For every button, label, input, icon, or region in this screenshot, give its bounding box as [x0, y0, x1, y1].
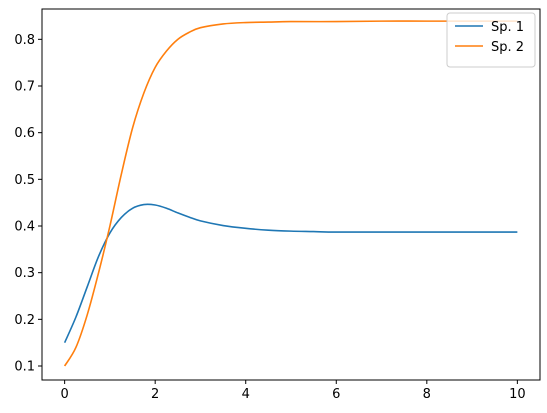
- y-tick-label: 0.8: [14, 33, 35, 48]
- y-tick-label: 0.6: [14, 126, 35, 141]
- x-tick-label: 2: [151, 387, 159, 402]
- x-tick-label: 6: [332, 387, 340, 402]
- y-tick-label: 0.7: [14, 80, 35, 95]
- y-tick-label: 0.4: [14, 220, 35, 235]
- x-tick-label: 10: [509, 387, 526, 402]
- y-tick-label: 0.1: [14, 360, 35, 375]
- series-line-2: [63, 20, 518, 367]
- x-tick-label: 8: [423, 387, 431, 402]
- x-tick-label: 4: [242, 387, 250, 402]
- y-tick-label: 0.5: [14, 173, 35, 188]
- plot-area: [42, 9, 540, 380]
- y-tick-label: 0.2: [14, 313, 35, 328]
- series-layer: [63, 20, 518, 367]
- legend: Sp. 1 Sp. 2: [446, 12, 536, 68]
- legend-label-2: Sp. 2: [491, 40, 524, 55]
- x-tick-label: 0: [60, 387, 68, 402]
- y-axis: 0.1 0.2 0.3 0.4 0.5 0.6 0.7 0.8: [14, 33, 42, 375]
- legend-label-1: Sp. 1: [491, 20, 524, 35]
- y-tick-label: 0.3: [14, 266, 35, 281]
- x-axis: 0 2 4 6 8 10: [60, 380, 526, 402]
- plot-frame: [41, 8, 541, 381]
